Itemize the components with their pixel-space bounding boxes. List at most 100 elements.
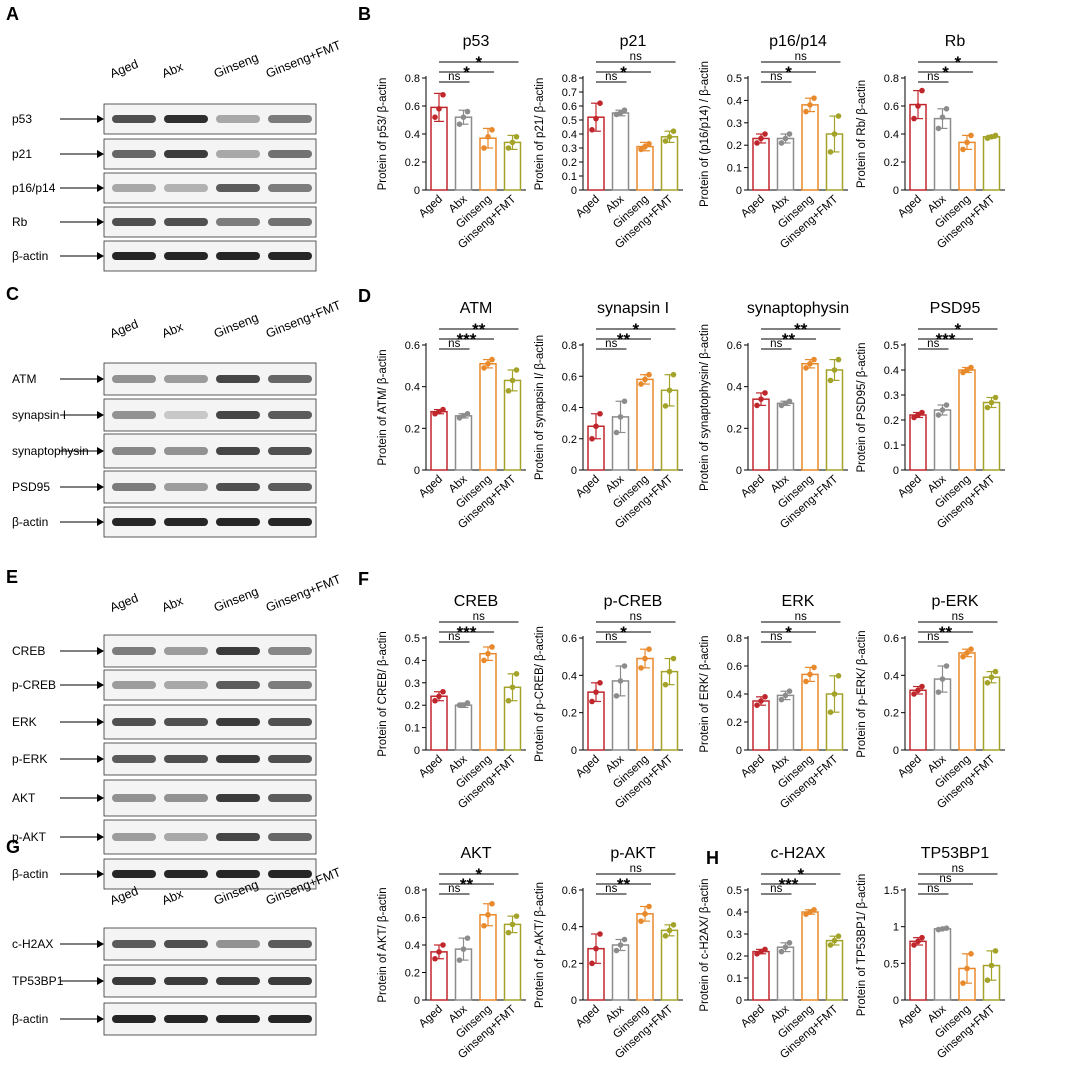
y-tick-label: 0.5 (884, 958, 899, 970)
blot-band (268, 647, 312, 655)
data-point (943, 925, 950, 931)
data-point (440, 406, 446, 413)
panel-label-D: D (358, 286, 371, 306)
data-point (593, 945, 599, 952)
bar (454, 116, 473, 191)
data-point (758, 396, 764, 402)
y-tick-label: 0 (571, 185, 577, 197)
bar (776, 137, 795, 191)
data-point (919, 87, 925, 94)
chart-ylabel: Protein of TP53BP1/ β-actin (856, 874, 868, 1017)
data-point (911, 414, 917, 421)
significance-label: * (620, 63, 627, 82)
y-tick-label: 0.2 (562, 157, 577, 169)
data-point (509, 377, 516, 384)
data-point (964, 367, 970, 373)
y-tick-label: 0.2 (405, 157, 420, 169)
blot-band (268, 681, 312, 689)
y-tick-label: 0 (571, 745, 577, 757)
y-tick-label: 0.6 (727, 340, 742, 352)
data-point (617, 414, 624, 420)
bar (825, 369, 844, 471)
data-point (489, 356, 495, 363)
blot-band (112, 755, 156, 763)
significance-label: ** (617, 875, 631, 894)
blot-band (216, 447, 260, 455)
significance-label: ns (952, 863, 964, 875)
bar (982, 136, 1001, 191)
blot-row-label: synaptophysin (12, 444, 89, 458)
y-tick-label: 0.3 (727, 929, 742, 941)
significance-label: ns (605, 631, 617, 643)
chart-p21: p21 Protein of p21/ β-actin 0 0.1 0.2 0.3 0.4 0… (534, 33, 683, 251)
blot-band (216, 755, 260, 763)
data-point (613, 693, 620, 699)
chart-title: p16/p14 (769, 33, 827, 50)
chart-ylabel: Protein of c-H2AX/ β-actin (699, 878, 711, 1011)
significance-label: ns (630, 51, 642, 63)
y-tick-label: 0.3 (727, 118, 742, 130)
blot-row-label: β-actin (12, 249, 48, 263)
chart-synaptophysin: synaptophysin Protein of synaptophysin/ β… (699, 300, 849, 531)
blot-band (216, 647, 260, 655)
data-point (988, 962, 995, 969)
data-point (505, 929, 512, 936)
data-point (960, 146, 966, 153)
y-tick-label: 0.2 (727, 951, 742, 963)
significance-label: * (785, 63, 792, 82)
data-point (481, 145, 487, 151)
data-point (670, 655, 677, 662)
data-point (464, 108, 471, 115)
y-tick-label: 0.4 (727, 907, 742, 919)
y-tick-label: 0 (571, 995, 577, 1007)
data-point (460, 114, 467, 120)
chart-ylabel: Protein of p-CREB/ β-actin (534, 626, 546, 762)
blot-band (164, 184, 208, 192)
blot-lane-label: Abx (160, 319, 186, 340)
bar (660, 929, 679, 1001)
data-point (666, 387, 673, 394)
blot-arrow-head (97, 681, 104, 689)
data-point (762, 131, 768, 137)
data-point (919, 934, 925, 941)
blot-band (216, 518, 260, 526)
data-point (670, 371, 677, 378)
data-point (786, 398, 793, 405)
y-tick-label: 0.6 (884, 633, 899, 645)
x-tick-label: Aged (896, 1003, 924, 1030)
significance-label: ns (770, 631, 782, 643)
chart-title: c-H2AX (770, 845, 825, 862)
bar (636, 657, 654, 751)
bar (479, 652, 497, 751)
data-point (915, 103, 921, 109)
significance-label: ** (617, 330, 631, 349)
data-point (786, 940, 793, 946)
data-point (456, 121, 463, 127)
y-tick-label: 0.8 (562, 340, 577, 352)
blot-band (112, 150, 156, 158)
data-point (919, 683, 925, 690)
data-point (642, 143, 648, 150)
data-point (617, 678, 624, 684)
bar (752, 137, 770, 191)
bar (611, 112, 630, 191)
data-point (835, 113, 842, 119)
y-tick-label: 0.2 (727, 717, 742, 729)
data-point (456, 957, 463, 963)
blot-band (268, 1015, 312, 1023)
blot-band (268, 718, 312, 726)
y-tick-label: 0 (893, 745, 899, 757)
data-point (807, 360, 813, 367)
blot-arrow-head (97, 184, 104, 192)
y-tick-label: 0.1 (884, 440, 899, 452)
blot-row-label: p-ERK (12, 752, 47, 766)
x-tick-label: Aged (739, 473, 767, 500)
blot-band (112, 718, 156, 726)
data-point (597, 680, 603, 686)
data-point (670, 922, 677, 928)
blot-band (216, 718, 260, 726)
blot-band (112, 447, 156, 455)
blot-band (112, 940, 156, 948)
blot-band (164, 1015, 208, 1023)
